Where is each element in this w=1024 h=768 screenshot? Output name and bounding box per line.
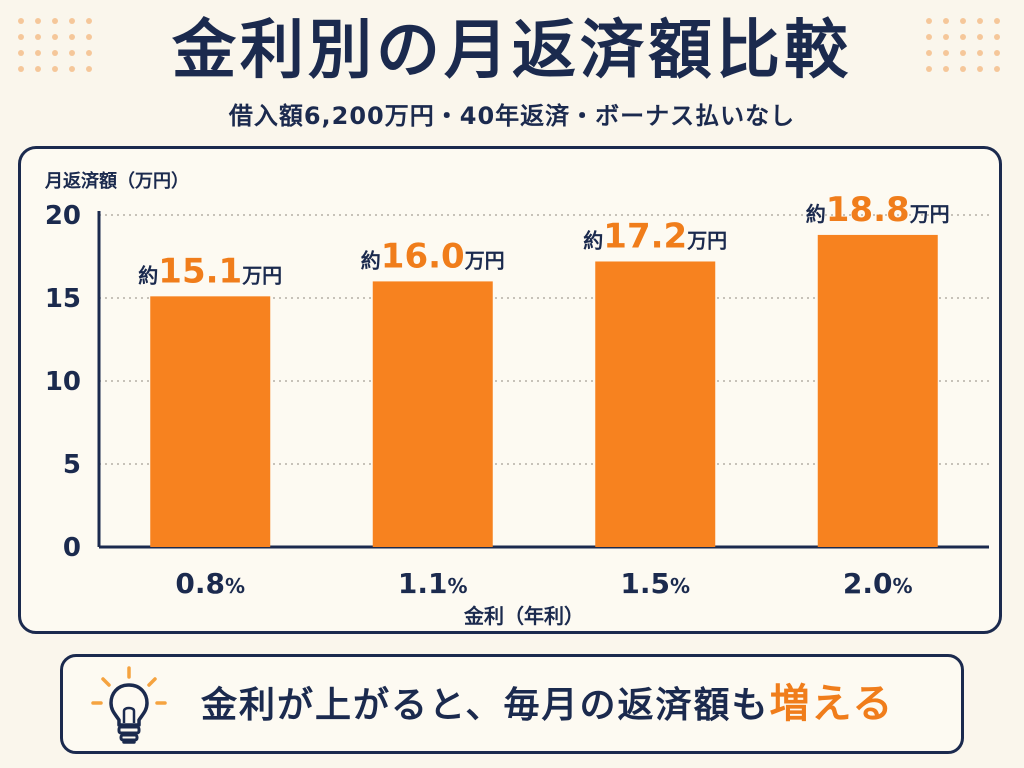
page-title: 金利別の月返済額比較 (172, 14, 852, 88)
decorative-dot (943, 66, 949, 72)
chart-card: 月返済額（万円） 0 5 10 15 20 約15.1万円 0.8% 約16.0万円 1.1% 約1… (18, 146, 1002, 634)
x-tick-label: 1.1% (398, 567, 468, 600)
page-subtitle: 借入額6,200万円・40年返済・ボーナス払いなし (228, 102, 796, 130)
decorative-dot (943, 50, 949, 56)
y-tick-label: 20 (45, 201, 81, 231)
bar-value-label: 約16.0万円 (361, 236, 505, 276)
x-tick-label: 2.0% (843, 567, 913, 600)
decorative-dot (960, 18, 966, 24)
decorative-dot (994, 66, 1000, 72)
decorative-dot (86, 50, 92, 56)
decorative-dot (18, 18, 24, 24)
callout-box: 金利が上がると、毎月の返済額も増える (60, 654, 964, 754)
decorative-dot (52, 18, 58, 24)
callout-emphasis: 増える (769, 681, 895, 727)
bar-value-label: 約18.8万円 (806, 190, 950, 230)
decorative-dot (943, 34, 949, 40)
decorative-dot (994, 50, 1000, 56)
y-tick-label: 15 (45, 284, 81, 314)
decorative-dot (926, 34, 932, 40)
decorative-dot (52, 50, 58, 56)
decorative-dot (994, 18, 1000, 24)
callout-main-text: 金利が上がると、毎月の返済額も (201, 685, 770, 726)
bar-chart: 月返済額（万円） 0 5 10 15 20 約15.1万円 0.8% 約16.0万円 1.1% 約1… (44, 170, 989, 628)
bar (150, 296, 271, 547)
decorative-dot (69, 66, 75, 72)
decorative-dots-right (926, 18, 1006, 80)
y-tick-label: 0 (63, 533, 81, 563)
decorative-dot (35, 34, 41, 40)
decorative-dot (977, 66, 983, 72)
bar (817, 234, 938, 548)
decorative-dot (69, 50, 75, 56)
bar-value-label: 約17.2万円 (583, 216, 727, 256)
decorative-dot (977, 18, 983, 24)
decorative-dot (960, 66, 966, 72)
bar (372, 281, 493, 547)
bar-value-label: 約15.1万円 (138, 251, 282, 291)
decorative-dot (69, 34, 75, 40)
decorative-dot (52, 66, 58, 72)
decorative-dot (926, 18, 932, 24)
decorative-dot (960, 50, 966, 56)
x-tick-label: 1.5% (620, 567, 690, 600)
y-tick-label: 5 (63, 450, 81, 480)
y-tick-label: 10 (45, 367, 81, 397)
decorative-dot (18, 50, 24, 56)
decorative-dot (926, 50, 932, 56)
decorative-dot (943, 18, 949, 24)
x-tick-label: 0.8% (175, 567, 245, 600)
decorative-dot (52, 34, 58, 40)
decorative-dot (86, 34, 92, 40)
decorative-dot (977, 50, 983, 56)
callout-text: 金利が上がると、毎月の返済額も増える (201, 657, 894, 751)
decorative-dot (977, 34, 983, 40)
decorative-dot (86, 66, 92, 72)
decorative-dot (69, 18, 75, 24)
decorative-dot (86, 18, 92, 24)
decorative-dot (35, 50, 41, 56)
y-axis-label: 月返済額（万円） (44, 170, 189, 192)
decorative-dot (960, 34, 966, 40)
decorative-dots-left (18, 18, 98, 80)
bar (595, 261, 716, 547)
decorative-dot (18, 66, 24, 72)
decorative-dot (35, 18, 41, 24)
decorative-dot (35, 66, 41, 72)
decorative-dot (18, 34, 24, 40)
decorative-dot (994, 34, 1000, 40)
x-axis-label: 金利（年利） (463, 604, 584, 628)
lightbulb-icon (91, 666, 167, 744)
decorative-dot (926, 66, 932, 72)
